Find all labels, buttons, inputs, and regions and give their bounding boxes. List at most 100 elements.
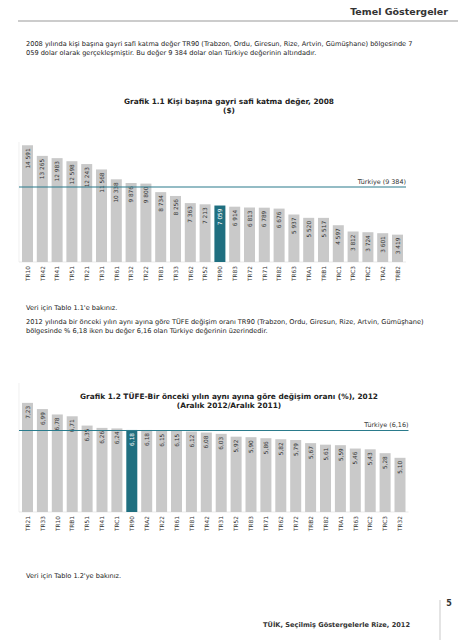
bar xyxy=(81,164,92,262)
data-label: 5,79 xyxy=(293,443,299,456)
x-tick-label: TR33 xyxy=(40,516,46,532)
reference-label: Türkiye (9 384) xyxy=(357,178,406,186)
data-label: 6,99 xyxy=(40,412,46,425)
bars xyxy=(22,403,406,512)
header-rule xyxy=(18,20,458,21)
x-tick-label: TR31 xyxy=(99,266,105,282)
x-tick-label: TRC3 xyxy=(382,516,388,532)
bar xyxy=(320,445,331,512)
bar xyxy=(97,428,108,512)
x-tick-label: TR21 xyxy=(84,266,90,282)
bars xyxy=(22,145,403,262)
bar xyxy=(395,458,406,512)
bar xyxy=(275,439,286,512)
data-label: 5 937 xyxy=(291,217,297,234)
data-label: 6,78 xyxy=(55,417,61,430)
bar xyxy=(244,207,255,262)
data-label: 5,28 xyxy=(382,456,388,469)
data-label: 9 876 xyxy=(128,186,134,203)
bar xyxy=(140,184,151,262)
data-label: 5,82 xyxy=(278,442,284,455)
bar xyxy=(52,158,63,262)
bar xyxy=(216,434,227,512)
bar xyxy=(37,156,48,262)
x-tick-label: TR72 xyxy=(293,516,299,532)
x-tick-label: TR83 xyxy=(232,266,238,282)
bar xyxy=(22,145,33,262)
x-tick-label: TR72 xyxy=(247,266,253,282)
bar xyxy=(111,179,122,262)
data-label: 7 059 xyxy=(217,208,223,225)
x-tick-label: TRC2 xyxy=(367,516,373,532)
x-tick-label: TR31 xyxy=(218,516,224,532)
data-label: 6,15 xyxy=(174,433,180,446)
bar xyxy=(392,235,403,262)
bar xyxy=(260,438,271,512)
labels: 14 591TR1013 265TR4212 983TR4112 598TR51… xyxy=(25,148,406,282)
x-tick-label: TR32 xyxy=(397,516,403,532)
x-tick-label: TR71 xyxy=(262,266,268,282)
x-tick-label: TR22 xyxy=(143,266,149,282)
x-tick-label: TRC1 xyxy=(114,516,120,532)
x-tick-label: TR71 xyxy=(263,516,269,532)
bar xyxy=(305,443,316,512)
labels: 7,23TR216,99TR336,78TR106,71TRB16,35TR51… xyxy=(25,406,409,533)
data-label: 5,43 xyxy=(367,452,373,465)
bar xyxy=(303,218,314,262)
x-tick-label: TRA1 xyxy=(338,516,344,532)
data-label: 5 520 xyxy=(306,221,312,238)
note: Veri için Tablo 1.2'ye bakınız. xyxy=(26,572,121,580)
paragraph: 2008 yılında kişi başına gayri safi katm… xyxy=(26,40,426,58)
x-tick-label: TRB1 xyxy=(321,266,327,283)
x-tick-label: TR81 xyxy=(158,266,164,282)
bar xyxy=(22,403,33,512)
data-label: 5,67 xyxy=(308,446,314,459)
bar xyxy=(229,207,240,262)
data-label: 7 213 xyxy=(202,207,208,224)
bar xyxy=(66,161,77,262)
data-label: 4 597 xyxy=(336,228,342,245)
data-label: 12 243 xyxy=(84,167,90,188)
chart-title: Grafik 1.1 Kişi başına gayri safi katma … xyxy=(0,97,458,106)
x-tick-label: TRC1 xyxy=(336,266,342,282)
bar xyxy=(380,453,391,512)
x-tick-label: TR61 xyxy=(114,266,120,282)
bar xyxy=(377,233,388,262)
bar xyxy=(185,203,196,262)
data-label: 5,92 xyxy=(233,439,239,452)
x-tick-label: TR82 xyxy=(276,266,282,282)
bar xyxy=(170,196,181,262)
data-label: 3 601 xyxy=(380,236,386,253)
bar xyxy=(333,225,344,262)
data-label: 7 363 xyxy=(188,206,194,223)
x-tick-label: TR10 xyxy=(55,516,61,532)
x-tick-label: TR90 xyxy=(217,266,223,282)
data-label: 6,15 xyxy=(159,433,165,446)
data-label: 12 598 xyxy=(69,164,75,185)
x-tick-label: TR41 xyxy=(99,516,105,532)
bar xyxy=(362,232,373,262)
bar xyxy=(141,430,152,512)
reference-line xyxy=(19,186,406,187)
x-tick-label: TR32 xyxy=(128,266,134,282)
chart-title: Grafik 1.2 TÜFE-Bir önceki yılın aynı ay… xyxy=(0,392,458,401)
bar xyxy=(365,449,376,512)
bar xyxy=(350,449,361,512)
x-tick-label: TRA2 xyxy=(380,266,386,282)
bar xyxy=(201,433,212,512)
data-label: 6 813 xyxy=(247,210,253,227)
bar xyxy=(82,426,93,512)
data-label: 11 568 xyxy=(99,172,105,193)
data-label: 6 676 xyxy=(276,211,282,228)
chart: 14 591TR1013 265TR4212 983TR4112 598TR51… xyxy=(19,142,406,282)
paragraph: 2012 yılında bir önceki yılın aynı ayına… xyxy=(26,318,426,336)
x-tick-label: TRA1 xyxy=(306,266,312,282)
x-tick-label: TR51 xyxy=(69,266,75,282)
x-tick-label: TR61 xyxy=(174,516,180,532)
bar xyxy=(259,208,270,262)
data-label: 5,59 xyxy=(338,448,344,461)
data-label: 13 265 xyxy=(40,159,46,180)
bar xyxy=(186,432,197,512)
chart-subtitle: (Aralık 2012/Aralık 2011) xyxy=(0,401,458,410)
x-tick-label: TRC3 xyxy=(350,266,356,282)
